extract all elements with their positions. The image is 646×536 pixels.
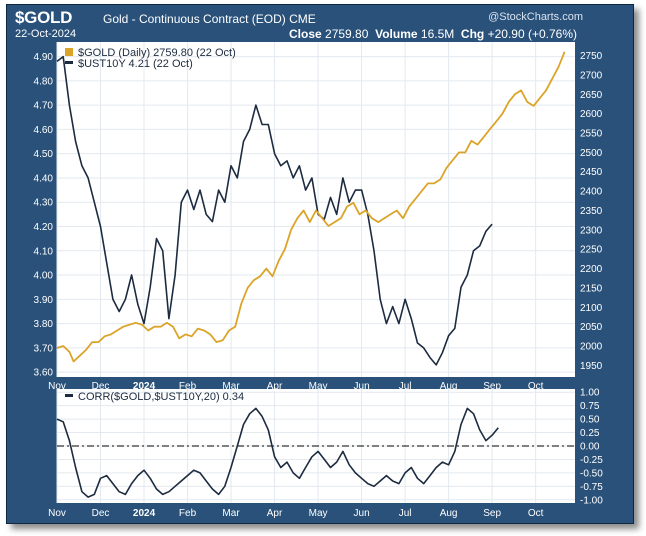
right-y-tick-label: 2250: [580, 245, 603, 256]
right-y-tick-label: 2600: [580, 109, 603, 120]
corr-legend-swatch: [65, 394, 73, 397]
corr-y-tick-label: -0.75: [580, 482, 603, 493]
close-value: 2759.80: [325, 27, 369, 41]
ust-legend-label: $UST10Y 4.21 (22 Oct): [78, 58, 193, 70]
right-y-tick-label: 2450: [580, 167, 603, 178]
left-y-tick-label: 4.60: [34, 125, 54, 136]
right-y-tick-label: 2650: [580, 90, 603, 101]
price-x-tick-label: Nov: [48, 381, 66, 392]
corr-grid: [56, 389, 575, 503]
chart-date: 22-Oct-2024: [15, 28, 77, 40]
right-y-tick-label: 2300: [580, 225, 603, 236]
gold-series-line: [56, 51, 566, 363]
corr-x-tick-label: 2024: [133, 508, 156, 519]
ust10y-series-line: [56, 55, 493, 366]
chg-label: Chg: [460, 27, 485, 41]
right-y-tick-label: 2100: [580, 303, 603, 314]
corr-x-tick-label: Sep: [483, 508, 501, 519]
volume-value: 16.5M: [420, 27, 455, 41]
left-y-tick-label: 4.00: [34, 271, 54, 282]
corr-y-tick-label: -0.50: [580, 468, 603, 479]
corr-x-tick-label: Dec: [92, 508, 110, 519]
left-y-tick-label: 3.90: [34, 295, 54, 306]
price-x-tick-label: Oct: [528, 381, 544, 392]
close-label: Close: [289, 27, 322, 41]
corr-x-tick-label: May: [309, 508, 328, 519]
price-grid: [56, 42, 575, 377]
gold-legend-swatch: [65, 48, 73, 56]
description-text: Gold - Continuous Contract (EOD): [103, 12, 286, 26]
price-x-tick-label: Jul: [399, 381, 412, 392]
right-y-tick-label: 2550: [580, 129, 603, 140]
price-x-tick-label: Apr: [267, 381, 283, 392]
corr-x-tick-label: Aug: [440, 508, 458, 519]
chart-frame: $GOLD Gold - Continuous Contract (EOD) C…: [6, 4, 634, 524]
volume-label: Volume: [375, 27, 418, 41]
left-y-tick-label: 3.70: [34, 343, 54, 354]
ust-legend-swatch: [65, 61, 73, 64]
price-x-tick-label: Sep: [483, 381, 501, 392]
right-y-tick-label: 2000: [580, 342, 603, 353]
price-stats: Close 2759.80 Volume 16.5M Chg +20.90 (+…: [289, 27, 577, 41]
corr-y-tick-label: 0.50: [580, 415, 600, 426]
corr-y-tick-label: 0.00: [580, 442, 600, 453]
correlation-series-line: [56, 407, 499, 498]
corr-legend: CORR($GOLD,$UST10Y,20) 0.34: [65, 391, 244, 403]
corr-series: [56, 407, 499, 498]
corr-y-tick-label: 0.25: [580, 428, 600, 439]
corr-x-tick-label: Jun: [354, 508, 370, 519]
right-y-tick-label: 2500: [580, 148, 603, 159]
corr-x-tick-label: Oct: [528, 508, 544, 519]
right-y-tick-label: 2400: [580, 187, 603, 198]
corr-x-tick-label: Mar: [222, 508, 240, 519]
gold-legend-label: $GOLD (Daily) 2759.80 (22 Oct): [78, 47, 236, 59]
right-y-tick-label: 2700: [580, 70, 603, 81]
price-legend: $GOLD (Daily) 2759.80 (22 Oct) $UST10Y 4…: [65, 47, 236, 70]
left-y-tick-label: 4.90: [34, 52, 54, 63]
left-y-tick-label: 3.60: [34, 368, 54, 379]
corr-y-tick-label: -0.25: [580, 455, 603, 466]
right-y-tick-label: 2750: [580, 51, 603, 62]
right-y-tick-label: 2150: [580, 283, 603, 294]
price-series: [56, 51, 566, 366]
right-y-tick-label: 1950: [580, 361, 603, 372]
price-x-tick-label: Feb: [179, 381, 197, 392]
price-x-tick-label: 2024: [133, 381, 156, 392]
corr-y-tick-label: 1.00: [580, 388, 600, 399]
price-x-tick-label: Mar: [222, 381, 240, 392]
corr-x-tick-label: Nov: [48, 508, 66, 519]
axis-labels: Nov Nov Dec Dec 2024 2024 Feb Feb Mar Mar Apr Apr Ma…: [34, 51, 604, 519]
left-y-tick-label: 4.30: [34, 198, 54, 209]
left-y-tick-label: 4.80: [34, 76, 54, 87]
chart-canvas: Nov Nov Dec Dec 2024 2024 Feb Feb Mar Mar Apr Apr Ma…: [34, 42, 604, 519]
chg-value: +20.90 (+0.76%): [487, 27, 577, 41]
exchange-label: CME: [289, 12, 316, 26]
price-x-tick-label: Dec: [92, 381, 110, 392]
stockcharts-watermark: @StockCharts.com: [488, 11, 583, 23]
corr-y-tick-label: 0.75: [580, 401, 600, 412]
price-x-tick-label: Aug: [440, 381, 458, 392]
price-x-tick-label: Jun: [354, 381, 370, 392]
corr-y-tick-label: -1.00: [580, 495, 603, 506]
left-y-tick-label: 4.40: [34, 173, 54, 184]
left-y-tick-label: 4.50: [34, 149, 54, 160]
price-x-tick-label: May: [309, 381, 328, 392]
corr-legend-label: CORR($GOLD,$UST10Y,20) 0.34: [78, 391, 244, 403]
contract-description: Gold - Continuous Contract (EOD) CME: [103, 12, 316, 26]
right-y-tick-label: 2050: [580, 322, 603, 333]
left-y-tick-label: 4.70: [34, 101, 54, 112]
corr-x-tick-label: Feb: [179, 508, 197, 519]
corr-x-tick-label: Jul: [399, 508, 412, 519]
symbol-title: $GOLD: [15, 8, 73, 27]
right-y-tick-label: 2200: [580, 264, 603, 275]
left-y-tick-label: 4.10: [34, 246, 54, 257]
price-panel: [57, 42, 575, 377]
right-y-tick-label: 2350: [580, 206, 603, 217]
left-y-tick-label: 3.80: [34, 319, 54, 330]
corr-x-tick-label: Apr: [267, 508, 283, 519]
left-y-tick-label: 4.20: [34, 222, 54, 233]
